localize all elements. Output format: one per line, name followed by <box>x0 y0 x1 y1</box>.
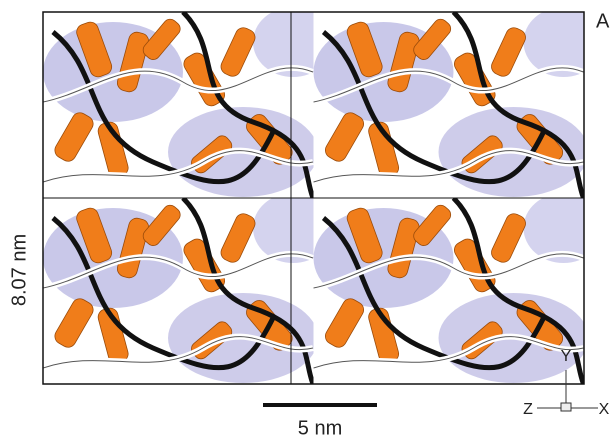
figure: Al 8.07 nm 5 nm Y Z X <box>0 0 610 441</box>
axis-label: Z <box>523 401 533 418</box>
axis-label: X <box>599 401 610 418</box>
scale-bar-label: 5 nm <box>298 417 342 439</box>
page: Al 8.07 nm 5 nm Y Z X (() => { const dat… <box>0 0 610 441</box>
height-label: 8.07 nm <box>8 234 30 306</box>
axis-label: Y <box>561 348 572 365</box>
corner-label: Al <box>596 10 610 32</box>
